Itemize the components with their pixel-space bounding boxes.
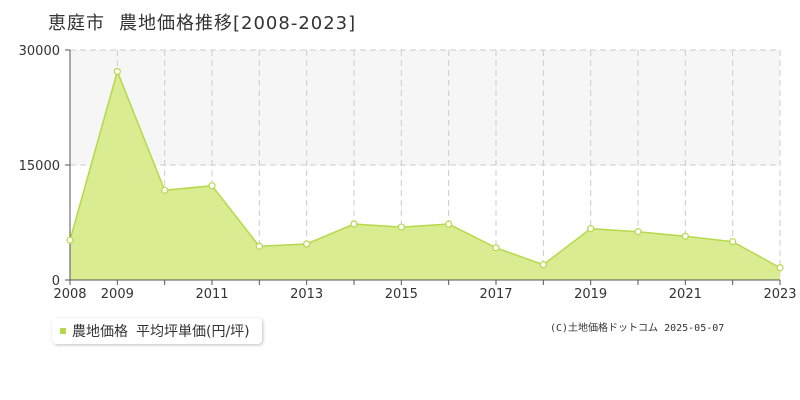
data-point bbox=[492, 244, 500, 252]
legend-label: 農地価格 bbox=[72, 324, 128, 340]
upper-band bbox=[70, 50, 780, 165]
credit-text: (C)土地価格ドットコム 2025-05-07 bbox=[550, 323, 725, 334]
chart-title: 恵庭市 農地価格推移[2008-2023] bbox=[48, 9, 356, 35]
data-point bbox=[66, 236, 74, 244]
x-tick-label: 2019 bbox=[574, 287, 607, 302]
y-tick-labels: 0 15000 30000 bbox=[19, 44, 60, 289]
data-point bbox=[161, 186, 169, 194]
title-main: 農地価格推移[2008-2023] bbox=[119, 13, 357, 34]
data-point bbox=[350, 220, 358, 228]
y-tick-label: 15000 bbox=[19, 159, 60, 174]
x-tick-label: 2009 bbox=[101, 287, 134, 302]
data-point bbox=[208, 182, 216, 190]
data-point bbox=[681, 232, 689, 240]
x-tick-label: 2013 bbox=[290, 287, 323, 302]
legend-swatch bbox=[60, 328, 66, 334]
series-points bbox=[66, 67, 784, 272]
y-tick-label: 0 bbox=[52, 274, 60, 289]
data-point bbox=[729, 238, 737, 246]
data-point bbox=[587, 225, 595, 233]
data-point bbox=[634, 228, 642, 236]
x-tick-label: 2021 bbox=[669, 287, 702, 302]
title-location: 恵庭市 bbox=[48, 13, 105, 34]
data-point bbox=[113, 67, 121, 76]
y-tick-label: 30000 bbox=[19, 44, 60, 59]
x-tick-label: 2023 bbox=[763, 287, 796, 302]
data-point bbox=[776, 264, 784, 272]
data-point bbox=[303, 240, 311, 248]
legend: 農地価格 平均坪単価(円/坪) bbox=[52, 318, 262, 344]
data-point bbox=[397, 223, 405, 231]
legend-unit: 平均坪単価(円/坪) bbox=[136, 324, 250, 340]
x-tick-label: 2011 bbox=[195, 287, 228, 302]
x-tick-label: 2015 bbox=[385, 287, 418, 302]
x-tick-label: 2008 bbox=[53, 287, 86, 302]
series-area bbox=[69, 69, 781, 280]
upper-band-rect bbox=[70, 50, 780, 165]
x-tick-labels: 2008 2009 2011 2013 2015 2017 2019 2021 2023 bbox=[53, 287, 796, 302]
data-point bbox=[539, 261, 547, 269]
series-line bbox=[69, 69, 781, 269]
data-point bbox=[445, 220, 453, 228]
area-fill bbox=[70, 71, 780, 280]
x-tick-label: 2017 bbox=[479, 287, 512, 302]
data-point bbox=[255, 242, 263, 250]
